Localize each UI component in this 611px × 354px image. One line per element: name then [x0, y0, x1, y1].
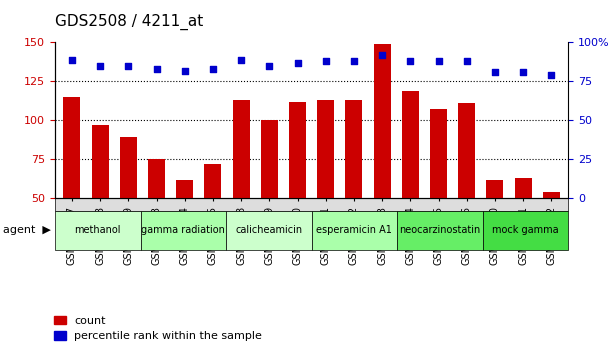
- Text: methanol: methanol: [75, 225, 121, 235]
- Bar: [543, 192, 560, 276]
- Bar: [289, 102, 306, 276]
- Point: [236, 57, 246, 62]
- Text: GDS2508 / 4211_at: GDS2508 / 4211_at: [55, 14, 203, 30]
- Point: [123, 63, 133, 69]
- Bar: [92, 125, 109, 276]
- Bar: [205, 164, 221, 276]
- Legend: count, percentile rank within the sample: count, percentile rank within the sample: [54, 315, 262, 341]
- Point: [518, 69, 528, 75]
- Text: gamma radiation: gamma radiation: [141, 225, 225, 235]
- Bar: [458, 103, 475, 276]
- Point: [321, 58, 331, 64]
- Bar: [374, 44, 390, 276]
- Point: [95, 63, 105, 69]
- Point: [265, 63, 274, 69]
- Bar: [64, 97, 81, 276]
- Point: [67, 57, 77, 62]
- Bar: [176, 179, 193, 276]
- Point: [406, 58, 415, 64]
- Bar: [148, 159, 165, 276]
- Bar: [317, 100, 334, 276]
- Bar: [486, 179, 503, 276]
- Bar: [261, 120, 278, 276]
- Bar: [345, 100, 362, 276]
- Point: [434, 58, 444, 64]
- Point: [377, 52, 387, 58]
- Point: [546, 72, 556, 78]
- Point: [180, 68, 189, 73]
- Text: esperamicin A1: esperamicin A1: [316, 225, 392, 235]
- Point: [349, 58, 359, 64]
- Point: [293, 60, 302, 65]
- Bar: [402, 91, 419, 276]
- Point: [490, 69, 500, 75]
- Text: calicheamicin: calicheamicin: [235, 225, 302, 235]
- Bar: [233, 100, 249, 276]
- Text: neocarzinostatin: neocarzinostatin: [400, 225, 480, 235]
- Text: agent  ▶: agent ▶: [3, 225, 51, 235]
- Point: [462, 58, 472, 64]
- Bar: [514, 178, 532, 276]
- Bar: [430, 109, 447, 276]
- Point: [152, 66, 161, 72]
- Text: mock gamma: mock gamma: [492, 225, 559, 235]
- Bar: [120, 137, 137, 276]
- Point: [208, 66, 218, 72]
